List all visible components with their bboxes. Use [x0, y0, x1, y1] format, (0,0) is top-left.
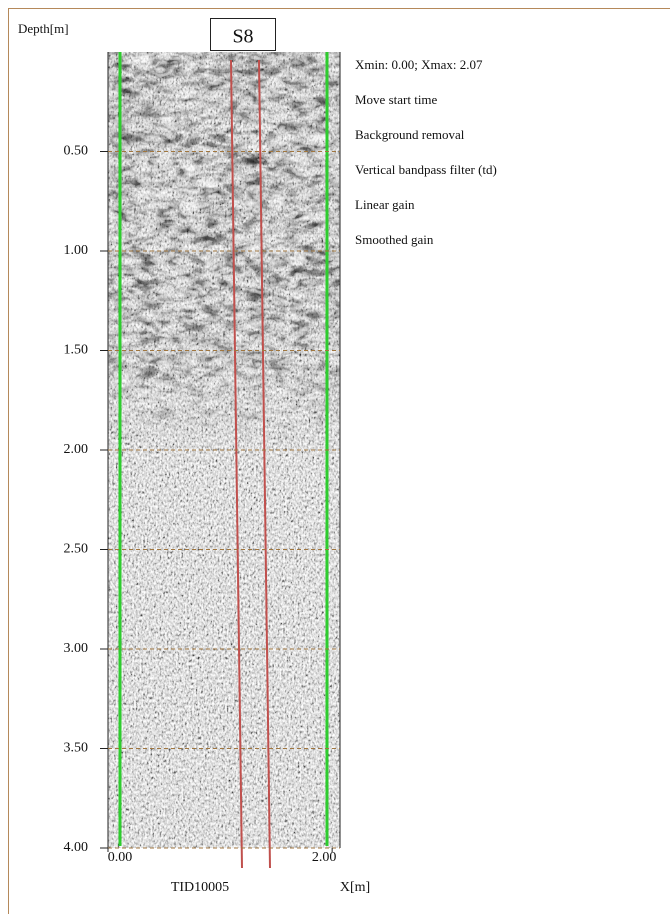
x-axis-title: X[m] [340, 880, 370, 895]
x-tick-label: 0.00 [108, 850, 133, 865]
y-tick-label: 1.00 [64, 243, 89, 258]
y-tick-label: 1.50 [64, 343, 89, 358]
section-label: S8 [232, 26, 253, 48]
processing-step: Background removal [355, 127, 465, 142]
y-tick-label: 2.00 [64, 442, 89, 457]
profile-name: TID10005 [171, 880, 229, 895]
y-tick-label: 4.00 [64, 840, 89, 855]
y-axis-title: Depth[m] [18, 21, 69, 36]
processing-step: Linear gain [355, 197, 415, 212]
y-tick-label: 3.00 [64, 641, 89, 656]
x-tick-label: 2.00 [312, 850, 337, 865]
page: {"header": {"label": "S8"}, "chart_data"… [0, 0, 670, 914]
y-tick-label: 0.50 [64, 144, 89, 159]
radargram-window: S8 Depth[m] Xmin: 0.00; Xmax: 2.07 TID10… [0, 0, 670, 914]
processing-step: Vertical bandpass filter (td) [355, 162, 497, 177]
processing-step: Move start time [355, 92, 438, 107]
processing-step: Smoothed gain [355, 232, 434, 247]
y-tick-label: 3.50 [64, 741, 89, 756]
y-tick-label: 2.50 [64, 542, 89, 557]
range-info: Xmin: 0.00; Xmax: 2.07 [355, 57, 483, 72]
